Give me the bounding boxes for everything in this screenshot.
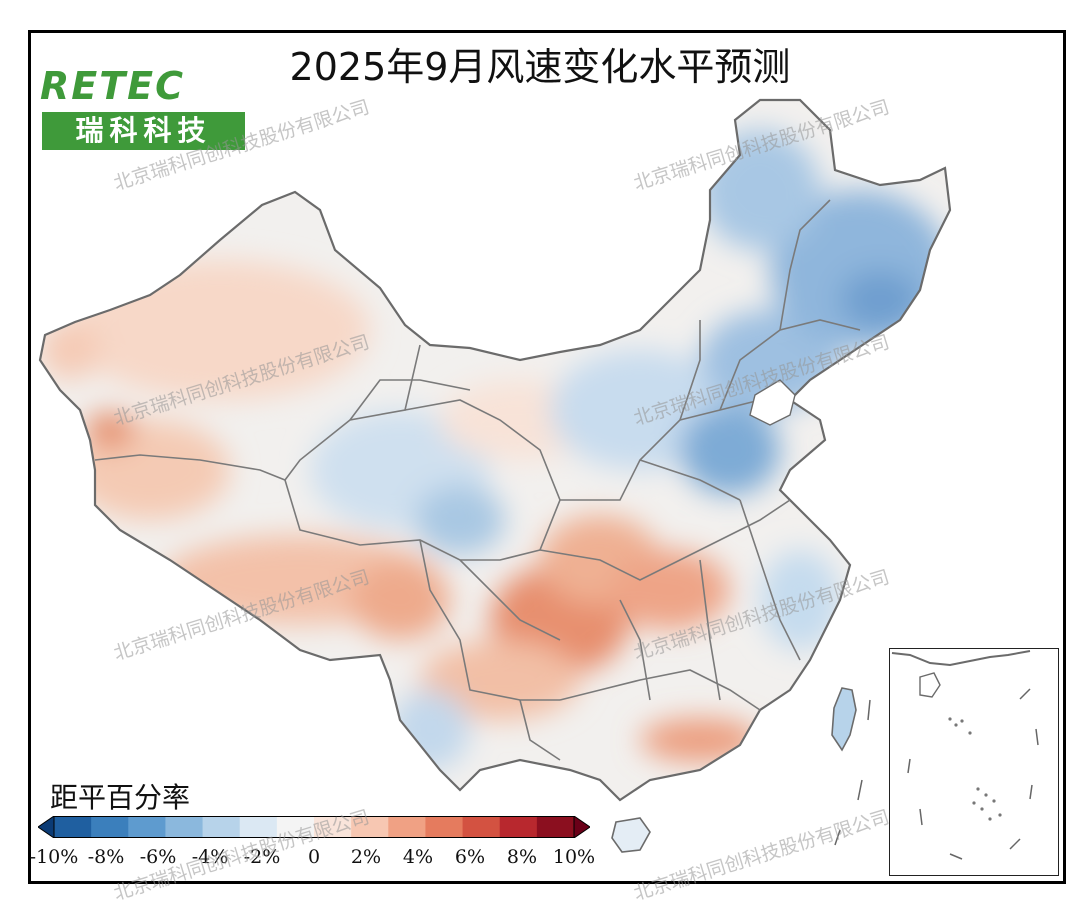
sea-dash-lines [834,699,871,846]
company-logo: RETEC 瑞科科技 [40,64,250,154]
legend-title: 距平百分率 [50,781,191,814]
province-borders [94,199,861,761]
colorbar-bin [128,816,166,838]
colorbar-min-arrow [38,816,55,838]
colorbar-bin [165,816,204,838]
colorbar-tick-label: -6% [139,846,177,868]
colorbar-tick-label: -8% [87,846,125,868]
colorbar-bin [462,816,501,838]
colorbar-tick-label: 2% [350,846,382,868]
colorbar-bin [239,816,278,838]
colorbar-tick-label: 6% [454,846,486,868]
logo-chinese: 瑞科科技 [42,112,245,150]
hainan-island [611,817,651,853]
colorbar-bin [351,816,389,838]
colorbar-bin [425,816,464,838]
colorbar-bin [499,816,538,838]
colorbar-bin [536,816,575,838]
colorbar-tick-label: -10% [29,846,79,868]
colorbar-tick-label: -2% [243,846,281,868]
inset-map-drawing [891,650,1039,860]
colorbar-bin [276,816,315,838]
colorbar-tick-label: 4% [402,846,434,868]
colorbar-tick-label: 10% [552,846,596,868]
colorbar-tick-label: -4% [191,846,229,868]
colorbar-bin [388,816,426,838]
color-bar [38,816,590,838]
colorbar-bin [202,816,241,838]
colorbar-tick-label: 0 [307,846,321,868]
colorbar-bin [314,816,352,838]
map-title: 2025年9月风速变化水平预测 [289,45,791,89]
anomaly-field [40,100,950,800]
logo-english: RETEC [40,64,185,108]
colorbar-outline [53,816,575,838]
bohai-sea [749,379,796,426]
colorbar-bin [91,816,129,838]
south-china-sea-inset-map [889,648,1059,876]
colorbar-bin [54,816,92,838]
colorbar-max-arrow [573,816,590,838]
country-boundary [38,98,952,802]
colorbar-tick-label: 8% [506,846,538,868]
taiwan-island [831,687,857,752]
